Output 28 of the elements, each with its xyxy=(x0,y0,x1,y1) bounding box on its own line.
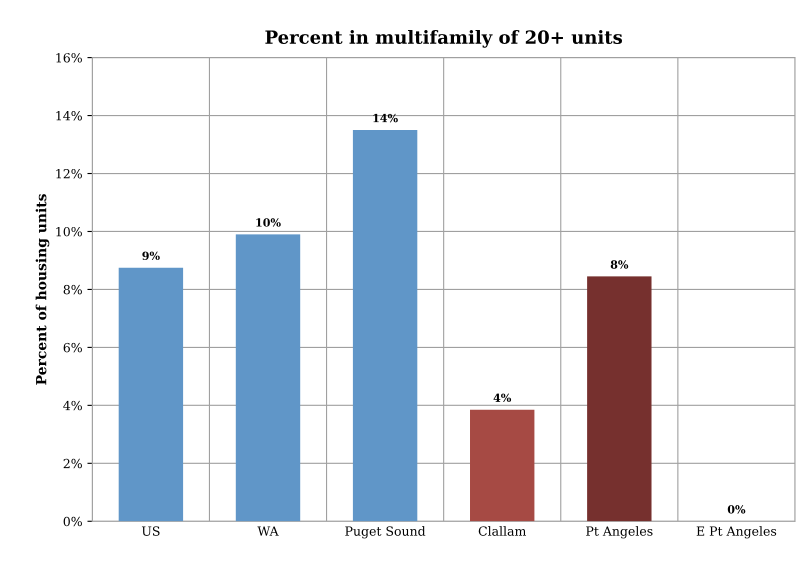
bar xyxy=(236,234,300,522)
bar xyxy=(118,268,184,522)
y-tick-label: 6% xyxy=(64,342,82,352)
data-label: 10% xyxy=(256,218,281,227)
y-tick-label: 8% xyxy=(64,284,82,294)
bar xyxy=(470,410,534,522)
data-label: 14% xyxy=(373,114,398,122)
x-tick-label: Pt Angeles xyxy=(586,526,653,538)
x-tick-label: E Pt Angeles xyxy=(696,526,776,538)
y-tick-label: 12% xyxy=(56,168,82,178)
y-tick-label: 10% xyxy=(56,226,82,236)
x-tick-label: Clallam xyxy=(478,526,526,536)
x-tick-label: WA xyxy=(257,526,279,536)
bar xyxy=(587,276,652,522)
y-tick-label: 0% xyxy=(64,516,82,526)
y-tick-label: 4% xyxy=(63,400,82,410)
y-tick-label: 16% xyxy=(56,53,82,63)
y-tick-label: 14% xyxy=(56,111,82,120)
data-label: 8% xyxy=(610,260,628,269)
y-tick-label: 2% xyxy=(64,458,82,468)
chart-title: Percent in multifamily of 20+ units xyxy=(265,30,622,48)
data-label: 9% xyxy=(142,252,160,260)
x-tick-label: Puget Sound xyxy=(345,526,426,538)
bar xyxy=(352,130,418,522)
data-label: 0% xyxy=(728,505,746,514)
data-label: 4% xyxy=(494,394,512,402)
y-axis-title: Percent of housing units xyxy=(36,194,50,385)
x-tick-label: US xyxy=(142,526,160,536)
